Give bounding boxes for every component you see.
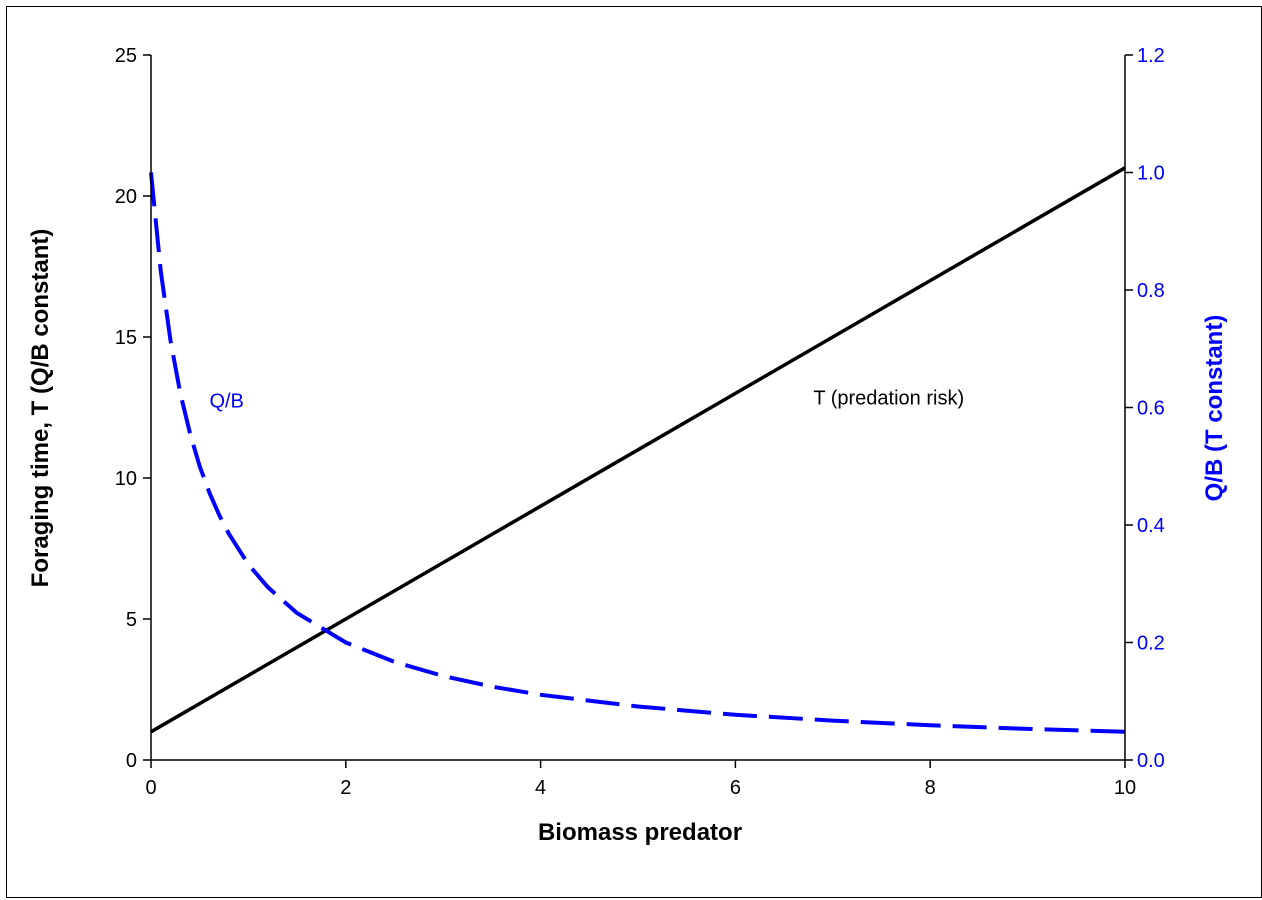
y2-tick-label: 0.2 xyxy=(1137,633,1165,655)
t-series-line xyxy=(150,166,1126,734)
x-tick-label: 10 xyxy=(1114,777,1136,799)
y2-tick-label: 0.8 xyxy=(1137,280,1165,302)
qb-annotation: Q/B xyxy=(209,391,243,413)
y2-tick-label: 0.6 xyxy=(1137,398,1165,420)
y-tick-label: 10 xyxy=(115,468,137,490)
y2-tick-label: 1.2 xyxy=(1137,45,1165,67)
t-annotation: T (predation risk) xyxy=(813,388,964,410)
y2-axis-title: Q/B (T constant) xyxy=(1201,315,1228,502)
y2-tick-label: 0.0 xyxy=(1137,750,1165,772)
labels-layer: 0 2 4 6 8 10 0 5 10 15 20 25 0.0 0.2 0.4 0.6 0.8 1.0 1.2 Q/… xyxy=(115,45,1165,799)
x-tick-label: 8 xyxy=(925,777,936,799)
x-tick-label: 2 xyxy=(340,777,351,799)
series-layer xyxy=(149,166,1126,734)
x-tick-label: 0 xyxy=(145,777,156,799)
y2-tick-label: 1.0 xyxy=(1137,163,1165,185)
y2-tick-label: 0.4 xyxy=(1137,515,1165,537)
y-tick-label: 15 xyxy=(115,327,137,349)
axes-layer xyxy=(143,54,1133,768)
y-tick-label: 20 xyxy=(115,186,137,208)
y-axis-title: Foraging time, T (Q/B constant) xyxy=(27,229,54,588)
x-tick-label: 4 xyxy=(535,777,546,799)
y-tick-label: 0 xyxy=(126,750,137,772)
y-tick-label: 25 xyxy=(115,45,137,67)
x-axis-title: Biomass predator xyxy=(538,819,742,846)
qb-series-line xyxy=(149,172,1126,734)
x-tick-label: 6 xyxy=(730,777,741,799)
y-tick-label: 5 xyxy=(126,609,137,631)
